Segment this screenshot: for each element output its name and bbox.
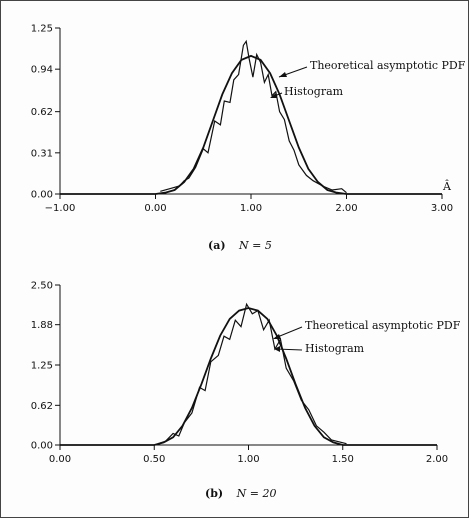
panel-b-x-tick-label: 0.00	[49, 454, 71, 465]
panel-a-theoretical-pdf-line	[60, 54, 442, 195]
panel-b-caption: (b) N = 20	[205, 487, 276, 500]
panel-a-x-ticks: −1.00 0.00 1.00 2.00 3.00	[45, 194, 453, 214]
panel-a-x-tick-label: 0.00	[144, 203, 166, 214]
panel-b-caption-tag: (b)	[205, 487, 223, 500]
panel-b-x-ticks: 0.00 0.50 1.00 1.50 2.00	[49, 445, 448, 465]
panel-b-y-tick-label: 1.88	[31, 320, 53, 331]
panel-a-x-tick-label: 2.00	[335, 203, 357, 214]
panel-a-caption-tag: (a)	[208, 239, 226, 252]
panel-a-x-tick-label: −1.00	[45, 203, 76, 214]
panel-a-x-axis-label: Â	[442, 179, 452, 193]
panel-a-y-ticks: 0.00 0.31 0.62 0.94 1.25	[31, 24, 60, 201]
panel-b-x-tick-label: 0.50	[143, 454, 165, 465]
panel-b-y-ticks: 0.00 0.62 1.25 1.88 2.50	[31, 281, 60, 452]
panel-a-histogram-arrowhead	[270, 93, 277, 98]
panel-b-histogram-line	[157, 302, 347, 445]
panel-b-x-tick-label: 2.00	[426, 454, 448, 465]
panel-b-histogram-arrow	[275, 348, 303, 351]
panel-a-chart: −1.00 0.00 1.00 2.00 3.00 0.00 0.31 0.62 0.94 1.…	[31, 24, 466, 253]
panel-b-y-tick-label: 1.25	[31, 361, 53, 372]
panel-b-theory-arrowhead	[273, 334, 281, 339]
panel-b-x-tick-label: 1.50	[332, 454, 354, 465]
panel-a-x-tick-label: 3.00	[431, 203, 453, 214]
panel-a-caption-eq: N = 5	[238, 239, 272, 252]
panel-b-y-tick-label: 2.50	[31, 281, 53, 292]
panel-b-chart: 0.00 0.50 1.00 1.50 2.00 0.00 0.62 1.25 1.88 2.5…	[31, 281, 461, 501]
panel-b-annotation-theory: Theoretical asymptotic PDF	[305, 319, 461, 332]
panel-b-y-tick-label: 0.62	[31, 401, 53, 412]
panel-b-y-tick-label: 0.00	[31, 441, 53, 452]
panel-a-y-tick-label: 0.31	[31, 148, 53, 159]
panel-a-y-tick-label: 1.25	[31, 24, 53, 35]
panel-a-annotation-theory: Theoretical asymptotic PDF	[310, 59, 466, 72]
panel-a-x-tick-label: 1.00	[240, 203, 262, 214]
panel-a-y-tick-label: 0.94	[31, 65, 53, 76]
panel-a-caption: (a) N = 5	[208, 239, 272, 252]
panel-b-histogram-arrowhead	[274, 346, 280, 352]
panel-a-y-tick-label: 0.00	[31, 190, 53, 201]
panel-a-annotation-histogram: Histogram	[284, 85, 344, 98]
panel-b-annotation-histogram: Histogram	[305, 342, 365, 355]
panel-a-y-tick-label: 0.62	[31, 107, 53, 118]
panel-a-theory-arrowhead	[279, 72, 287, 77]
panel-b-caption-eq: N = 20	[236, 487, 277, 500]
panel-b-x-tick-label: 1.00	[237, 454, 259, 465]
panel-a-histogram-line	[160, 39, 347, 194]
